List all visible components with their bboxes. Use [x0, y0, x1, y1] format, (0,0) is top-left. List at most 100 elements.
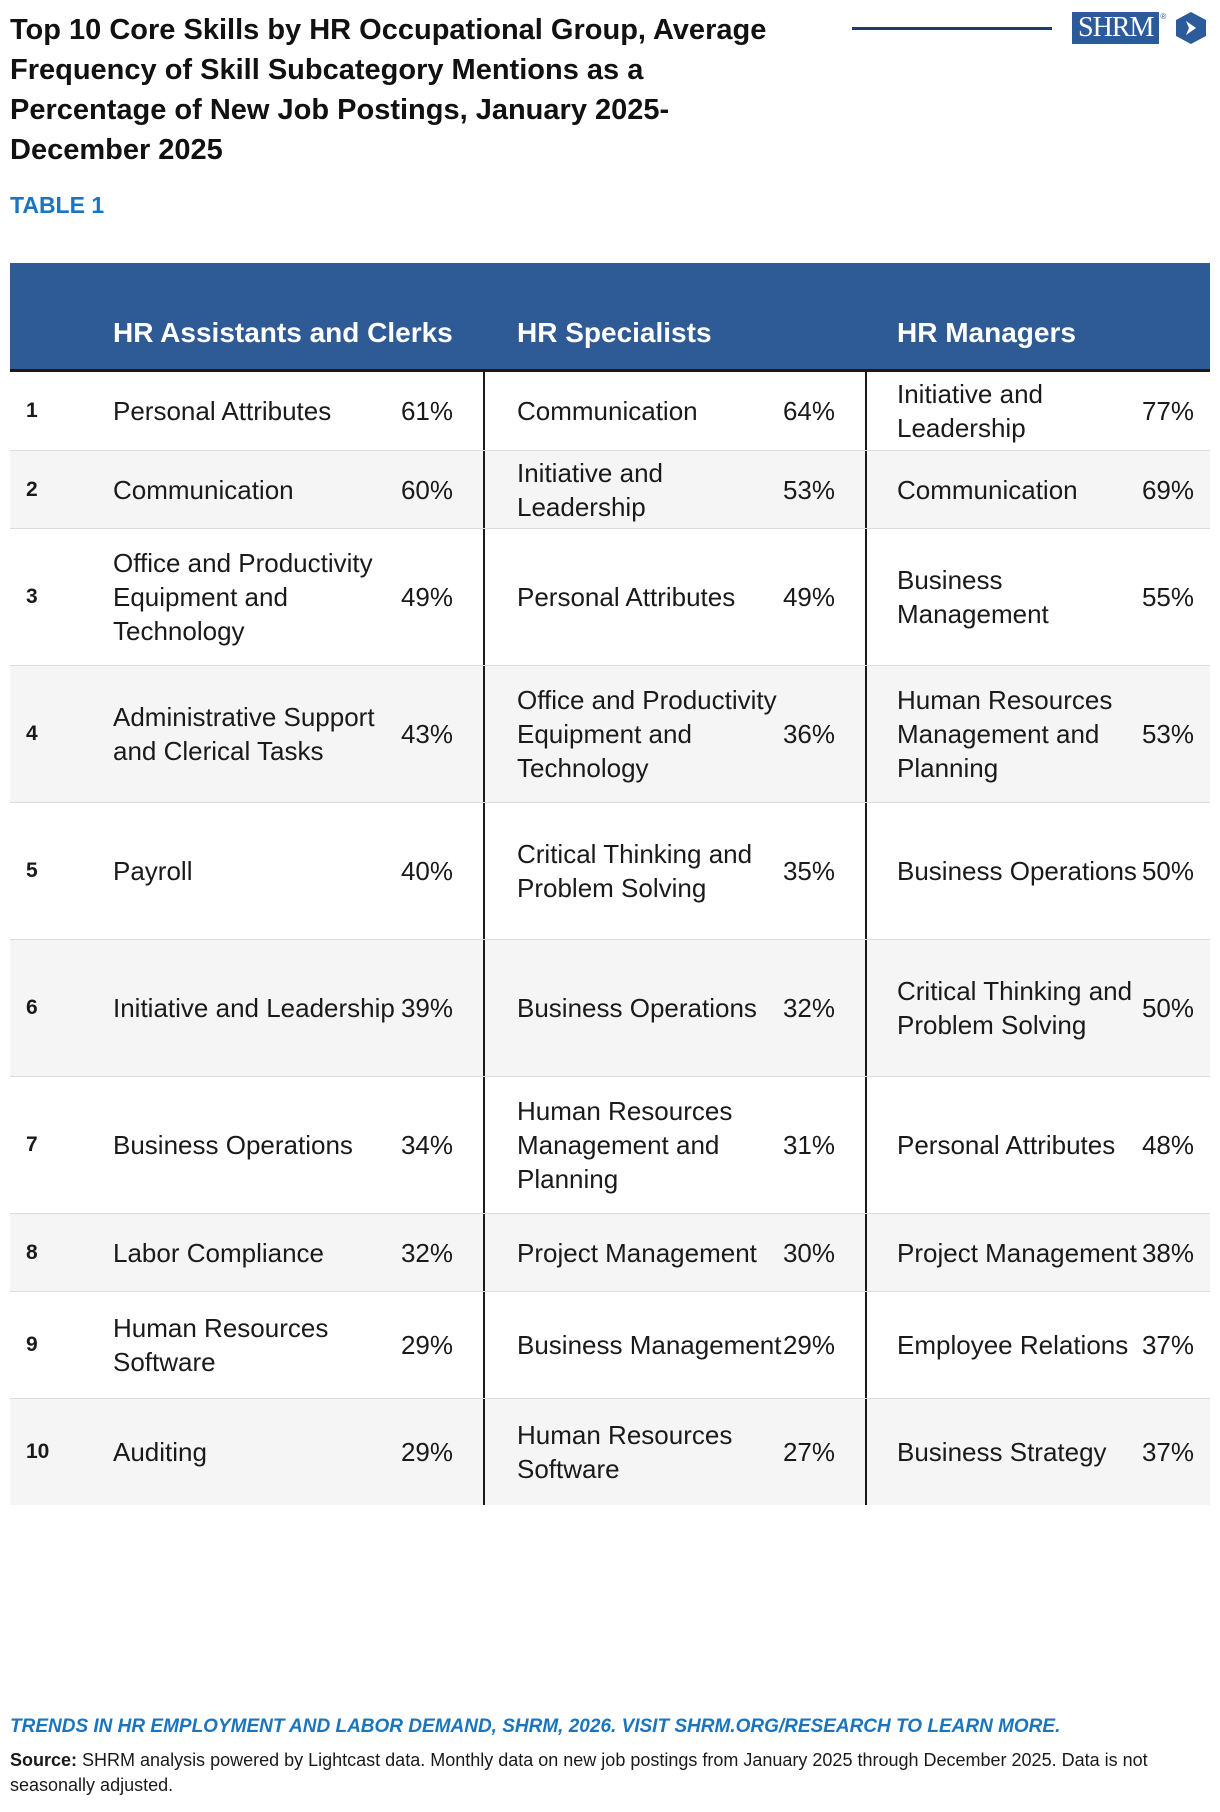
skill-percentage: 69% [1141, 474, 1194, 505]
skill-cell: Initiative and Leadership 77% [867, 372, 1210, 450]
rank-number: 7 [26, 1133, 38, 1156]
skill-name: Auditing [113, 1437, 207, 1467]
skill-name: Critical Thinking and Problem Solving [517, 839, 753, 903]
source-note: Source: SHRM analysis powered by Lightca… [10, 1748, 1205, 1798]
table-row: 7 Business Operations 34% Human Resources M… [10, 1076, 1210, 1213]
skill-cell: Critical Thinking and Problem Solving 35% [485, 803, 867, 939]
skill-percentage: 35% [782, 856, 835, 886]
rank-number: 2 [26, 477, 38, 501]
skill-cell: Project Management 38% [867, 1214, 1210, 1291]
skill-percentage: 32% [400, 1237, 453, 1268]
skill-name: Communication [517, 396, 698, 426]
skill-cell: Business Strategy 37% [867, 1399, 1210, 1505]
skill-name: Human Resources Management and Planning [897, 685, 1113, 783]
shrm-logo[interactable]: SHRM ® [1072, 12, 1208, 44]
page-title: Top 10 Core Skills by HR Occupational Gr… [10, 14, 767, 166]
skill-percentage: 29% [400, 1437, 453, 1467]
skill-percentage: 55% [1141, 582, 1194, 612]
column-header-hr-specialists: HR Specialists [517, 317, 712, 348]
skill-name: Human Resources Software [517, 1420, 733, 1484]
skill-name: Administrative Support and Clerical Task… [113, 702, 375, 766]
skill-percentage: 31% [782, 1130, 835, 1160]
column-header-hr-managers: HR Managers [897, 317, 1076, 348]
rank-number: 9 [26, 1333, 38, 1356]
skill-cell: Personal Attributes 48% [867, 1077, 1210, 1213]
rank-header [10, 263, 103, 369]
skill-cell: Auditing 29% [103, 1399, 485, 1505]
skill-name: Business Operations [897, 856, 1137, 886]
skill-name: Personal Attributes [113, 396, 332, 426]
skill-percentage: 29% [782, 1330, 835, 1360]
skill-cell: Business Operations 32% [485, 940, 867, 1076]
table-body: 1 Personal Attributes 61% Communication 64% I… [10, 372, 1210, 1505]
skill-percentage: 48% [1141, 1130, 1194, 1160]
skill-name: Communication [113, 474, 294, 505]
skill-percentage: 38% [1141, 1237, 1194, 1268]
skill-cell: Project Management 30% [485, 1214, 867, 1291]
skill-percentage: 53% [782, 474, 835, 505]
skill-name: Personal Attributes [517, 582, 736, 612]
rank-number: 4 [26, 722, 38, 745]
skill-cell: Payroll 40% [103, 803, 485, 939]
skill-name: Office and Productivity Equipment and Te… [517, 685, 777, 783]
skill-name: Personal Attributes [897, 1130, 1116, 1160]
skill-percentage: 50% [1141, 993, 1194, 1023]
table-row: 3 Office and Productivity Equipment and T… [10, 528, 1210, 665]
skill-name: Business Management [517, 1330, 782, 1360]
skill-name: Employee Relations [897, 1330, 1129, 1360]
table-row: 2 Communication 60% Initiative and Leadersh… [10, 450, 1210, 528]
skill-cell: Office and Productivity Equipment and Te… [485, 666, 867, 802]
table-label: TABLE 1 [10, 192, 105, 218]
skill-percentage: 39% [400, 993, 453, 1023]
skill-cell: Communication 69% [867, 451, 1210, 528]
skill-percentage: 77% [1141, 396, 1194, 426]
skill-name: Business Management [897, 565, 1049, 629]
rank-number: 10 [26, 1440, 50, 1463]
report-link[interactable]: TRENDS IN HR EMPLOYMENT AND LABOR DEMAND… [10, 1716, 1061, 1737]
header-divider [852, 27, 1052, 30]
skill-name: Communication [897, 474, 1078, 505]
skill-name: Human Resources Software [113, 1313, 329, 1377]
table-row: 8 Labor Compliance 32% Project Management 30… [10, 1213, 1210, 1291]
table-row: 1 Personal Attributes 61% Communication 64% I… [10, 372, 1210, 450]
skill-percentage: 49% [400, 582, 453, 612]
skill-cell: Business Operations 34% [103, 1077, 485, 1213]
skill-percentage: 60% [400, 474, 453, 505]
skill-cell: Initiative and Leadership 53% [485, 451, 867, 528]
logo-registered-mark: ® [1160, 12, 1167, 21]
skill-percentage: 34% [400, 1130, 453, 1160]
skill-cell: Human Resources Software 27% [485, 1399, 867, 1505]
table-row: 9 Human Resources Software 29% Business Man… [10, 1291, 1210, 1398]
rank-number: 1 [26, 399, 38, 422]
rank-number: 3 [26, 585, 38, 608]
skill-name: Office and Productivity Equipment and Te… [113, 548, 373, 646]
skill-percentage: 27% [782, 1437, 835, 1467]
skill-name: Project Management [517, 1237, 757, 1268]
skill-cell: Initiative and Leadership 39% [103, 940, 485, 1076]
table-header: HR Assistants and Clerks HR Specialists … [10, 263, 1210, 372]
skill-cell: Communication 64% [485, 372, 867, 450]
skill-percentage: 37% [1141, 1437, 1194, 1467]
shrm-chevron-icon [1176, 12, 1207, 44]
column-header-hr-assistants: HR Assistants and Clerks [113, 317, 453, 348]
skill-name: Critical Thinking and Problem Solving [897, 976, 1133, 1040]
skill-cell: Human Resources Management and Planning 3… [485, 1077, 867, 1213]
skill-name: Initiative and Leadership [517, 457, 663, 522]
skill-percentage: 43% [400, 719, 453, 749]
skill-percentage: 32% [782, 993, 835, 1023]
source-text: SHRM analysis powered by Lightcast data.… [10, 1750, 1148, 1795]
skill-name: Payroll [113, 856, 193, 886]
skill-name: Business Strategy [897, 1437, 1107, 1467]
skill-cell: Business Operations 50% [867, 803, 1210, 939]
skill-percentage: 64% [782, 396, 835, 426]
skill-cell: Administrative Support and Clerical Task… [103, 666, 485, 802]
table-row: 4 Administrative Support and Clerical Tas… [10, 665, 1210, 802]
rank-number: 8 [26, 1240, 38, 1264]
rank-number: 6 [26, 996, 38, 1019]
skill-name: Labor Compliance [113, 1237, 325, 1268]
skill-percentage: 49% [782, 582, 835, 612]
skill-percentage: 40% [400, 856, 453, 886]
skill-name: Business Operations [517, 993, 757, 1023]
skill-cell: Human Resources Software 29% [103, 1292, 485, 1398]
skill-cell: Employee Relations 37% [867, 1292, 1210, 1398]
